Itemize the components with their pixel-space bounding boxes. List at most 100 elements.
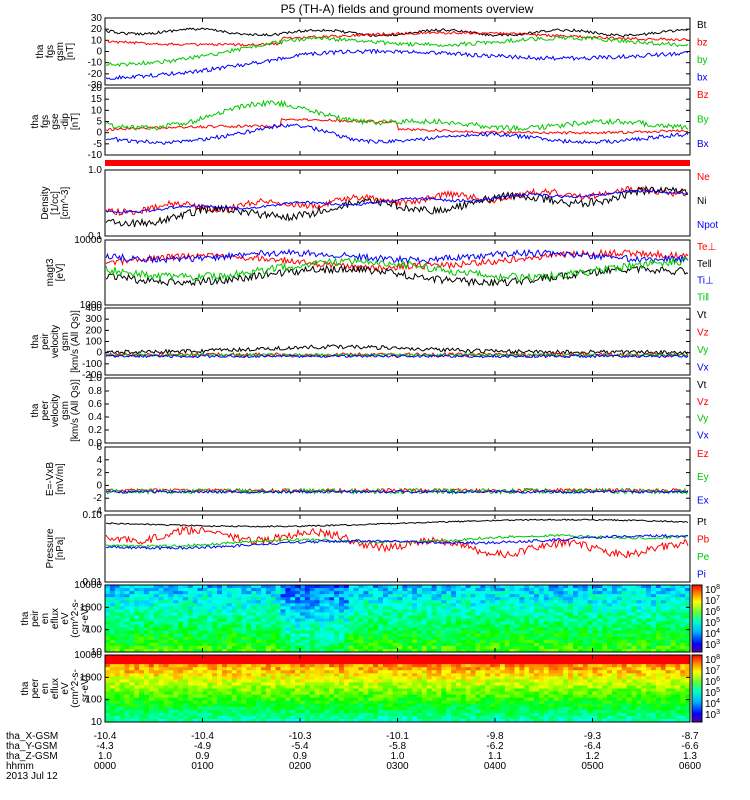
- spectrogram-cell: [329, 636, 335, 641]
- spectrogram-cell: [378, 585, 384, 589]
- spectrogram-cell: [217, 700, 223, 705]
- spectrogram-cell: [368, 661, 374, 665]
- spectrogram-cell: [339, 664, 345, 668]
- spectrogram-cell: [475, 655, 481, 659]
- spectrogram-cell: [412, 600, 418, 604]
- spectrogram-cell: [202, 642, 208, 647]
- spectrogram-cell: [465, 597, 472, 601]
- spectrogram-cell: [358, 618, 364, 622]
- spectrogram-cell: [212, 624, 218, 629]
- spectrogram-cell: [290, 661, 296, 665]
- spectrogram-cell: [124, 685, 130, 689]
- spectrogram-cell: [168, 630, 174, 635]
- spectrogram-cell: [470, 673, 476, 677]
- spectrogram-cell: [105, 679, 111, 683]
- spectrogram-cell: [685, 649, 691, 653]
- spectrogram-cell: [241, 679, 247, 683]
- spectrogram-cell: [363, 615, 369, 619]
- spectrogram-cell: [153, 588, 160, 592]
- spectrogram-cell: [304, 719, 311, 723]
- spectrogram-cell: [192, 673, 199, 677]
- spectrogram-cell: [582, 591, 589, 595]
- spectrogram-cell: [251, 703, 257, 708]
- spectrogram-cell: [168, 612, 174, 616]
- spectrogram-cell: [275, 603, 281, 607]
- spectrogram-cell: [378, 603, 384, 607]
- spectrogram-cell: [348, 694, 355, 699]
- spectrogram-cell: [202, 633, 208, 638]
- spectrogram-cell: [173, 682, 179, 686]
- spectrogram-cell: [577, 636, 584, 641]
- spectrogram-cell: [353, 697, 359, 702]
- spectrogram-cell: [212, 715, 218, 720]
- spectrogram-cell: [421, 688, 428, 692]
- spectrogram-cell: [178, 606, 184, 610]
- spectrogram-cell: [495, 591, 501, 595]
- spectrogram-cell: [495, 627, 501, 632]
- spectrogram-cell: [421, 709, 428, 714]
- spectrogram-cell: [124, 642, 130, 647]
- spectrogram-cell: [680, 588, 686, 592]
- spectrogram-cell: [129, 700, 135, 705]
- spectrogram-cell: [548, 606, 554, 610]
- spectrogram-cell: [280, 667, 286, 671]
- spectrogram-cell: [105, 694, 111, 699]
- spectrogram-cell: [300, 612, 306, 616]
- spectrogram-cell: [382, 594, 389, 598]
- spectrogram-cell: [675, 603, 681, 607]
- spectrogram-cell: [202, 706, 208, 711]
- spectrogram-cell: [431, 649, 437, 653]
- spectrogram-cell: [348, 691, 355, 695]
- spectrogram-cell: [363, 633, 369, 638]
- spectrogram-cell: [407, 682, 413, 686]
- spectrogram-cell: [285, 636, 291, 641]
- spectrogram-cell: [319, 639, 325, 644]
- spectrogram-cell: [153, 719, 160, 723]
- legend-Pi: Pi: [697, 569, 706, 580]
- spectrogram-cell: [285, 600, 291, 604]
- spectrogram-cell: [646, 621, 652, 625]
- spectrogram-cell: [538, 597, 545, 601]
- spectrogram-cell: [178, 703, 184, 708]
- spectrogram-cell: [529, 594, 535, 598]
- spectrogram-cell: [495, 594, 501, 598]
- legend-bx: bx: [697, 72, 708, 83]
- spectrogram-cell: [597, 603, 603, 607]
- spectrogram-cell: [387, 612, 394, 616]
- spectrogram-cell: [417, 694, 423, 699]
- spectrogram-cell: [495, 597, 501, 601]
- spectrogram-cell: [148, 712, 155, 717]
- spectrogram-cell: [202, 682, 208, 686]
- spectrogram-cell: [231, 597, 238, 601]
- spectrogram-cell: [202, 697, 208, 702]
- spectrogram-cell: [519, 591, 525, 595]
- spectrogram-cell: [280, 688, 286, 692]
- spectrogram-cell: [602, 594, 608, 598]
- spectrogram-cell: [602, 603, 608, 607]
- spectrogram-cell: [256, 585, 262, 589]
- spectrogram-cell: [636, 606, 642, 610]
- spectrogram-cell: [426, 609, 433, 613]
- spectrogram-cell: [309, 624, 316, 629]
- spectrogram-cell: [387, 691, 394, 695]
- spectrogram-cell: [480, 645, 486, 650]
- spectrogram-cell: [621, 609, 628, 613]
- spectrogram-cell: [343, 697, 350, 702]
- spectrogram-cell: [514, 658, 520, 662]
- spectrogram-cell: [519, 642, 525, 647]
- spectrogram-cell: [631, 618, 637, 622]
- spectrogram-cell: [261, 603, 267, 607]
- spectrogram-cell: [636, 591, 642, 595]
- spectrogram-cell: [241, 697, 247, 702]
- spectrogram-cell: [407, 609, 413, 613]
- spectrogram-cell: [109, 697, 116, 702]
- spectrogram-cell: [436, 633, 442, 638]
- spectrogram-cell: [202, 600, 208, 604]
- spectrogram-cell: [309, 670, 316, 674]
- spectrogram-cell: [222, 700, 228, 705]
- spectrogram-cell: [348, 630, 355, 635]
- spectrogram-cell: [573, 600, 579, 604]
- spectrogram-cell: [436, 715, 442, 720]
- spectrogram-cell: [378, 627, 384, 632]
- spectrogram-cell: [631, 621, 637, 625]
